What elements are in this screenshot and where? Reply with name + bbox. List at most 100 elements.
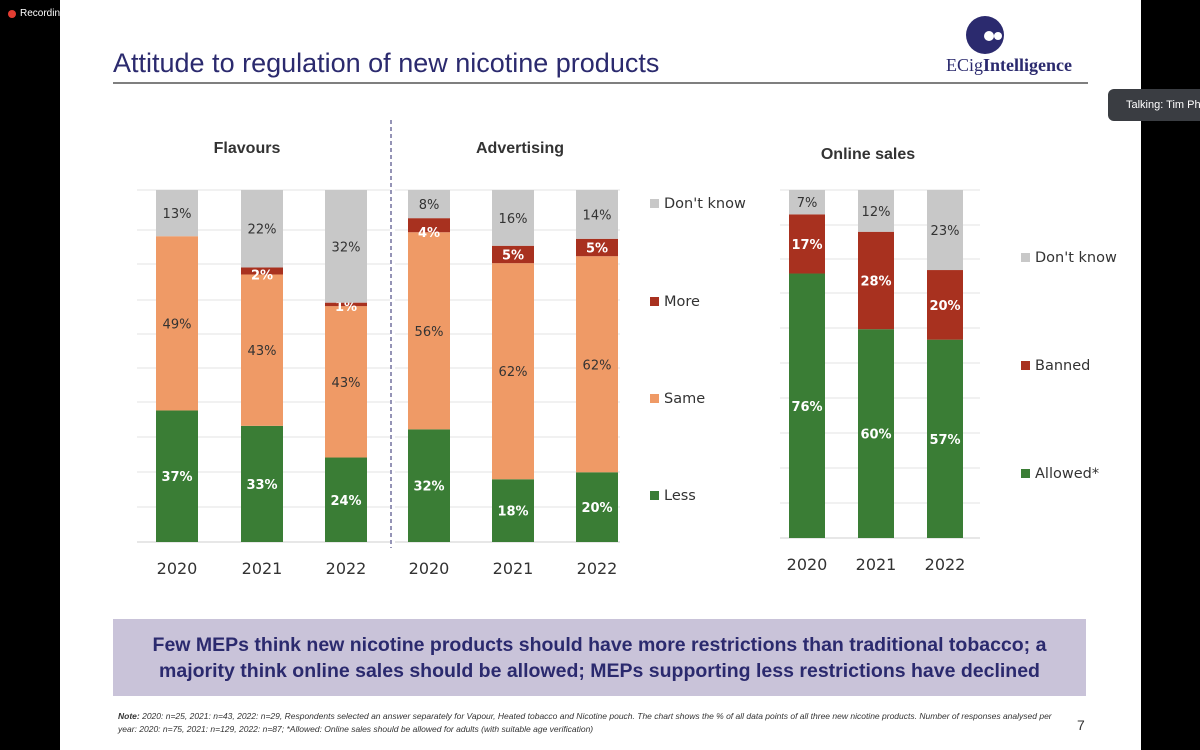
- advertising-label-same-2022: 62%: [583, 358, 612, 373]
- advertising-label-less-2022: 20%: [581, 501, 612, 516]
- advertising-bar-don-t-know-2021: [492, 190, 534, 246]
- stacked-bar-charts: Flavours 37% 49% 13% 2020 33% 43% 2% 22% 2021 24% 4…: [137, 120, 1117, 578]
- legend-label-don-t-know-advertising: Don't know: [664, 196, 746, 212]
- online-sales-label-don-t-know-2021: 12%: [862, 205, 891, 220]
- advertising-year-label-2020: 2020: [409, 559, 450, 578]
- flavours-label-same-2022: 43%: [332, 376, 361, 391]
- advertising-label-more-2021: 5%: [502, 248, 524, 263]
- legend-label-allowed-online-sales: Allowed*: [1035, 466, 1099, 482]
- online-sales-year-label-2020: 2020: [787, 555, 828, 574]
- conclusion-banner: Few MEPs think new nicotine products sho…: [113, 619, 1086, 696]
- flavours-label-less-2022: 24%: [330, 494, 361, 509]
- talking-indicator: Talking: Tim Ph: [1108, 89, 1200, 121]
- advertising-bar-more-2022: [576, 238, 618, 257]
- advertising-bar-don-t-know-2022: [576, 190, 618, 239]
- advertising-bar-don-t-know-2020: [408, 190, 450, 219]
- advertising-label-don-t-know-2020: 8%: [419, 198, 440, 213]
- online-sales-bar-allowed-2021: [858, 329, 894, 538]
- page-number: 7: [1077, 717, 1085, 733]
- advertising-bar-less-2022: [576, 472, 618, 542]
- slide-title: Attitude to regulation of new nicotine p…: [113, 48, 660, 78]
- advertising-bar-more-2020: [408, 218, 450, 233]
- footnote: Note: 2020: n=25, 2021: n=43, 2022: n=29…: [118, 711, 1052, 734]
- flavours-bar-same-2022: [325, 306, 367, 458]
- flavours-bar-less-2022: [325, 457, 367, 542]
- advertising-label-don-t-know-2022: 14%: [583, 208, 612, 223]
- flavours-bar-don-t-know-2022: [325, 190, 367, 303]
- online-sales-chart-title: Online sales: [821, 146, 915, 163]
- advertising-label-less-2020: 32%: [413, 480, 444, 495]
- online-sales-year-label-2022: 2022: [925, 555, 966, 574]
- legend-swatch-don-t-know-advertising: [650, 199, 659, 208]
- legend-swatch-don-t-know-online-sales: [1021, 253, 1030, 262]
- online-sales-bar-banned-2020: [789, 214, 825, 274]
- online-sales-bar-allowed-2020: [789, 273, 825, 538]
- advertising-label-more-2022: 5%: [586, 242, 608, 257]
- advertising-label-same-2021: 62%: [499, 365, 528, 380]
- online-sales-bar-banned-2022: [927, 270, 963, 340]
- advertising-label-don-t-know-2021: 16%: [499, 212, 528, 227]
- advertising-year-label-2021: 2021: [493, 559, 534, 578]
- recording-label: Recording: [20, 8, 66, 19]
- flavours-label-less-2021: 33%: [246, 478, 277, 493]
- legend-swatch-same-advertising: [650, 394, 659, 403]
- ecig-logo-text: ECigIntelligence: [946, 55, 1072, 75]
- online-sales-bar-don-t-know-2021: [858, 190, 894, 232]
- flavours-label-don-t-know-2021: 22%: [248, 223, 277, 238]
- legend-label-same-advertising: Same: [664, 391, 705, 407]
- legend-label-more-advertising: More: [664, 294, 700, 310]
- flavours-bar-more-2021: [241, 267, 283, 275]
- flavours-year-label-2021: 2021: [242, 559, 283, 578]
- conclusion-text: Few MEPs think new nicotine products sho…: [152, 633, 1047, 682]
- advertising-bar-less-2020: [408, 429, 450, 542]
- online-sales-label-banned-2021: 28%: [860, 274, 891, 289]
- flavours-year-label-2022: 2022: [326, 559, 367, 578]
- advertising-bar-more-2021: [492, 245, 534, 264]
- legend-label-less-advertising: Less: [664, 488, 696, 504]
- online-sales-bar-don-t-know-2022: [927, 190, 963, 271]
- online-sales-label-don-t-know-2022: 23%: [931, 224, 960, 239]
- advertising-label-more-2020: 4%: [418, 226, 440, 241]
- advertising-bar-same-2022: [576, 256, 618, 473]
- flavours-bar-more-2022: [325, 302, 367, 307]
- legend-label-don-t-know-online-sales: Don't know: [1035, 250, 1117, 266]
- flavours-bar-don-t-know-2021: [241, 190, 283, 268]
- online-sales-bar-allowed-2022: [927, 339, 963, 538]
- flavours-bar-less-2021: [241, 425, 283, 542]
- flavours-label-don-t-know-2022: 32%: [332, 240, 361, 255]
- advertising-chart-title: Advertising: [476, 140, 564, 157]
- title-underline: [113, 82, 1088, 84]
- online-sales-bar-don-t-know-2020: [789, 190, 825, 215]
- advertising-year-label-2022: 2022: [577, 559, 618, 578]
- flavours-bar-same-2020: [156, 236, 198, 411]
- legend-label-banned-online-sales: Banned: [1035, 358, 1090, 374]
- legend-swatch-banned-online-sales: [1021, 361, 1030, 370]
- online-sales-year-label-2021: 2021: [856, 555, 897, 574]
- online-sales-label-banned-2020: 17%: [791, 238, 822, 253]
- flavours-label-more-2022: 1%: [335, 300, 357, 315]
- online-sales-label-don-t-know-2020: 7%: [797, 196, 818, 211]
- online-sales-label-allowed-2020: 76%: [791, 400, 822, 415]
- ecig-logo-icon: [966, 16, 1004, 54]
- online-sales-bar-banned-2021: [858, 231, 894, 330]
- advertising-bar-less-2021: [492, 479, 534, 542]
- flavours-bar-don-t-know-2020: [156, 190, 198, 237]
- recording-indicator: Recording: [8, 8, 66, 19]
- online-sales-label-allowed-2021: 60%: [860, 428, 891, 443]
- online-sales-label-banned-2022: 20%: [929, 299, 960, 314]
- advertising-bar-same-2020: [408, 232, 450, 430]
- record-dot-icon: [8, 9, 16, 18]
- flavours-label-don-t-know-2020: 13%: [163, 207, 192, 222]
- flavours-bar-same-2021: [241, 274, 283, 426]
- flavours-label-more-2021: 2%: [251, 268, 273, 283]
- legend-swatch-less-advertising: [650, 491, 659, 500]
- flavours-label-same-2020: 49%: [163, 317, 192, 332]
- legend-swatch-allowed-online-sales: [1021, 469, 1030, 478]
- flavours-label-same-2021: 43%: [248, 344, 277, 359]
- online-sales-label-allowed-2022: 57%: [929, 433, 960, 448]
- advertising-label-less-2021: 18%: [497, 505, 528, 520]
- flavours-bar-less-2020: [156, 410, 198, 542]
- flavours-label-less-2020: 37%: [161, 470, 192, 485]
- flavours-year-label-2020: 2020: [157, 559, 198, 578]
- advertising-label-same-2020: 56%: [415, 325, 444, 340]
